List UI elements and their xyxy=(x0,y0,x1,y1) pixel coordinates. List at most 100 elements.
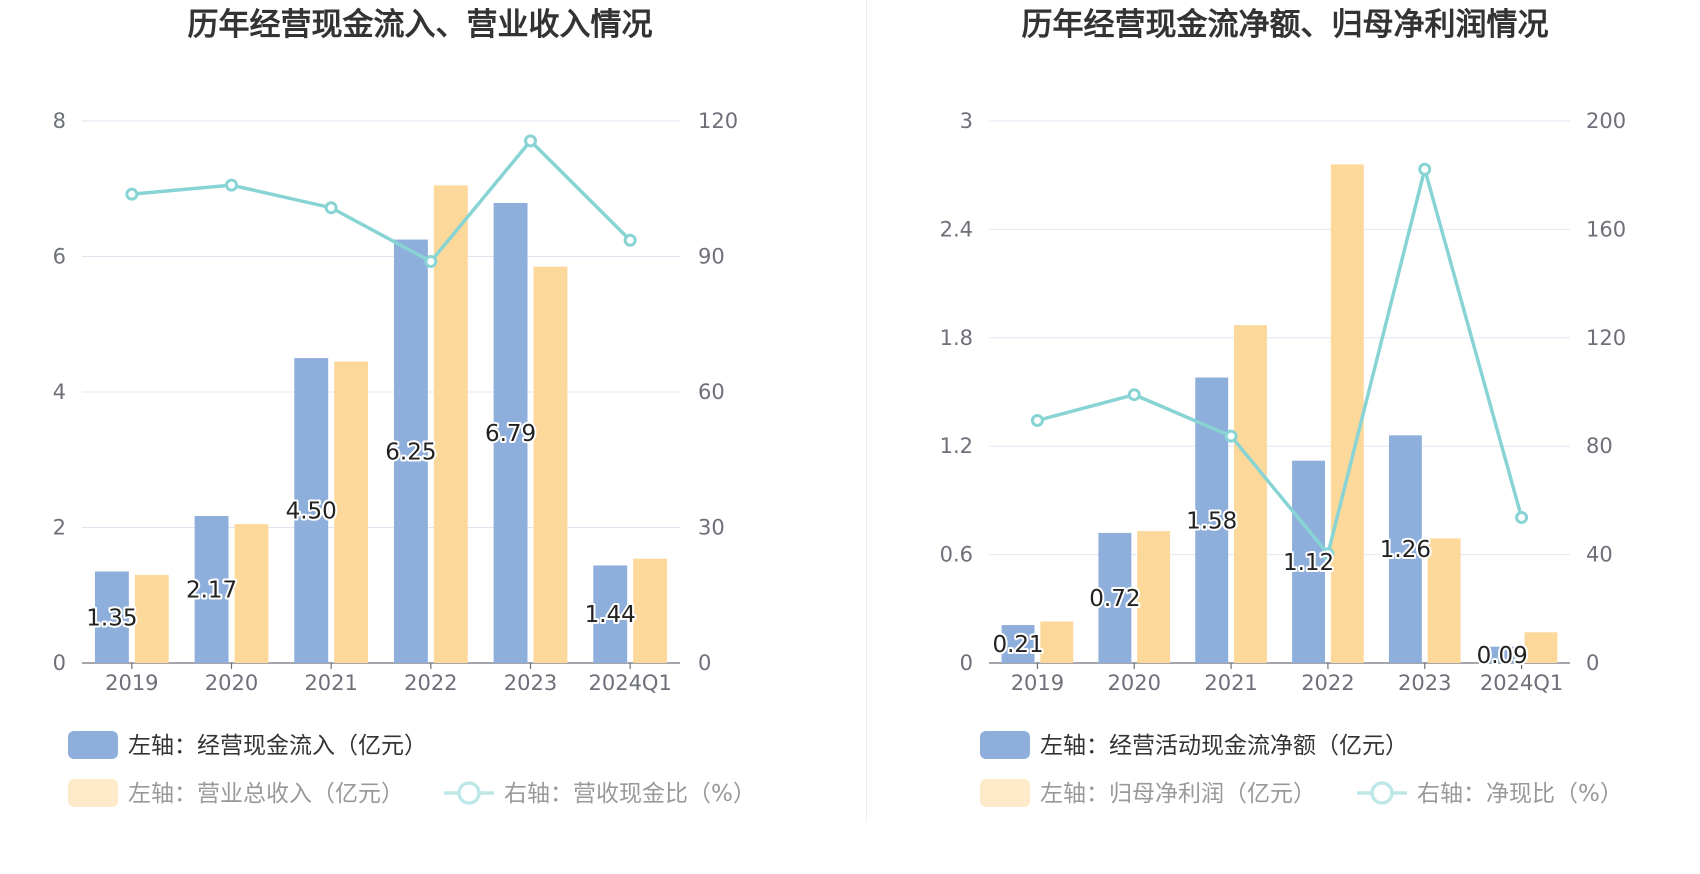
ratio-point xyxy=(1321,547,1335,561)
legend-swatch xyxy=(980,731,1030,759)
bar-data-label: 1.58 xyxy=(1186,508,1237,534)
chart-net-cashflow-profit: 历年经营现金流净额、归母净利润情况 0 0.6 1.2 1.8 2.4 3 0 40 80 120 1… xyxy=(940,7,1626,807)
ratio-point xyxy=(1515,510,1529,524)
bar-secondary xyxy=(1233,325,1267,663)
bar-primary xyxy=(1195,377,1229,663)
legend-swatch xyxy=(68,731,118,759)
legend-label: 左轴：经营现金流入（亿元） xyxy=(128,733,427,759)
ratio-point xyxy=(1127,388,1141,402)
bar-secondary xyxy=(1040,621,1074,663)
bar-secondary xyxy=(533,266,568,663)
y-right-tick-label: 200 xyxy=(1586,109,1626,133)
legend-label: 左轴：归母净利润（亿元） xyxy=(1040,781,1316,807)
x-tick-label: 2023 xyxy=(1398,671,1451,695)
x-tick-label: 2022 xyxy=(1301,671,1354,695)
legend-swatch xyxy=(980,779,1030,807)
chart-title: 历年经营现金流入、营业收入情况 xyxy=(188,7,653,43)
bar-primary xyxy=(393,239,428,663)
ratio-point xyxy=(324,201,338,215)
ratio-point xyxy=(623,233,637,247)
ratio-line xyxy=(131,138,632,264)
y-left-tick-label: 8 xyxy=(53,109,66,133)
bar-secondary xyxy=(633,558,668,663)
bar-primary xyxy=(1388,435,1422,663)
ratio-point xyxy=(424,254,438,268)
ratio-point xyxy=(225,178,238,192)
x-tick-label: 2021 xyxy=(1204,671,1257,695)
legend-line-marker xyxy=(457,781,481,805)
y-right-tick-label: 90 xyxy=(698,245,725,269)
ratio-point xyxy=(524,134,537,148)
bar-primary xyxy=(1001,625,1035,663)
ratio-point xyxy=(1030,413,1044,427)
bar-primary xyxy=(1485,646,1519,663)
legend-label: 右轴：营收现金比（%） xyxy=(504,781,756,807)
ratio-point xyxy=(1418,162,1432,176)
y-left-tick-label: 1.2 xyxy=(940,434,973,458)
bar-primary xyxy=(294,358,329,663)
y-right-tick-label: 120 xyxy=(698,109,738,133)
ratio-point xyxy=(125,187,139,201)
x-tick-label: 2024Q1 xyxy=(588,671,671,695)
ratio-point xyxy=(1224,429,1238,443)
panel-divider xyxy=(866,0,867,822)
y-right-tick-label: 60 xyxy=(698,380,725,404)
bar-secondary xyxy=(1427,538,1461,663)
x-tick-label: 2022 xyxy=(404,671,457,695)
x-tick-label: 2019 xyxy=(105,671,158,695)
bar-secondary xyxy=(334,361,369,663)
bar-primary xyxy=(593,565,628,663)
bar-data-label: 0.72 xyxy=(1089,586,1140,612)
bar-data-label: 6.79 xyxy=(485,421,536,447)
x-tick-label: 2019 xyxy=(1011,671,1064,695)
bar-data-label: 0.21 xyxy=(992,632,1043,658)
bar-secondary xyxy=(134,574,169,663)
bar-secondary xyxy=(433,185,468,664)
legend-line-marker xyxy=(1370,781,1394,805)
x-tick-label: 2020 xyxy=(205,671,258,695)
bar-data-label: 1.44 xyxy=(585,602,636,628)
y-left-tick-label: 4 xyxy=(53,380,66,404)
bar-primary xyxy=(94,571,129,663)
y-right-tick-label: 160 xyxy=(1586,217,1626,241)
bar-secondary xyxy=(1137,531,1171,663)
bar-secondary xyxy=(1330,164,1364,664)
x-tick-label: 2020 xyxy=(1108,671,1161,695)
y-right-tick-label: 0 xyxy=(1586,651,1599,675)
bar-data-label: 1.26 xyxy=(1380,537,1431,563)
legend-label: 右轴：净现比（%） xyxy=(1417,781,1623,807)
y-left-tick-label: 2.4 xyxy=(940,217,973,241)
bar-data-label: 2.17 xyxy=(186,577,237,603)
y-right-tick-label: 40 xyxy=(1586,543,1613,567)
bar-primary xyxy=(493,202,528,664)
x-tick-label: 2023 xyxy=(504,671,557,695)
x-tick-label: 2024Q1 xyxy=(1480,671,1563,695)
x-tick-label: 2021 xyxy=(304,671,357,695)
ratio-line xyxy=(1036,162,1524,558)
y-right-tick-label: 30 xyxy=(698,516,725,540)
y-left-tick-label: 0.6 xyxy=(940,543,973,567)
bar-data-label: 1.12 xyxy=(1283,550,1334,576)
chart-title: 历年经营现金流净额、归母净利润情况 xyxy=(1022,7,1549,43)
y-right-tick-label: 0 xyxy=(698,651,711,675)
bar-primary xyxy=(1292,460,1326,663)
legend-label: 左轴：营业总收入（亿元） xyxy=(128,781,404,807)
bar-secondary xyxy=(1524,632,1558,663)
y-right-tick-label: 80 xyxy=(1586,434,1613,458)
bar-data-label: 0.09 xyxy=(1477,643,1528,669)
legend-swatch xyxy=(68,779,118,807)
y-right-tick-label: 120 xyxy=(1586,326,1626,350)
legend-label: 左轴：经营活动现金流净额（亿元） xyxy=(1040,733,1408,759)
y-left-tick-label: 2 xyxy=(53,516,66,540)
y-left-tick-label: 0 xyxy=(960,651,973,675)
bar-data-label: 4.50 xyxy=(286,499,337,525)
y-left-tick-label: 1.8 xyxy=(940,326,973,350)
bar-primary xyxy=(1098,532,1132,663)
y-left-tick-label: 6 xyxy=(53,245,66,269)
y-left-tick-label: 0 xyxy=(53,651,66,675)
bar-secondary xyxy=(234,524,269,663)
bar-data-label: 1.35 xyxy=(86,605,137,631)
bar-data-label: 6.25 xyxy=(385,439,436,465)
chart-cash-inflow-revenue: 历年经营现金流入、营业收入情况 0 2 4 6 8 0 30 60 90 120 2019 2020 20… xyxy=(53,7,756,807)
bar-primary xyxy=(194,515,229,663)
